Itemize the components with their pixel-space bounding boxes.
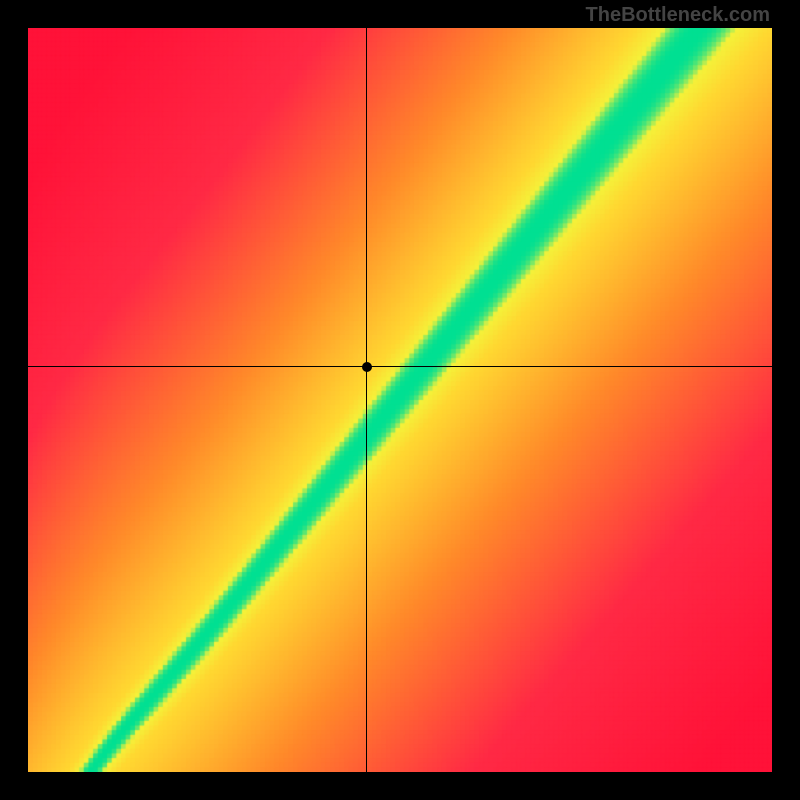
- crosshair-horizontal: [28, 366, 772, 367]
- bottleneck-heatmap: [28, 28, 772, 772]
- watermark-text: TheBottleneck.com: [586, 4, 770, 27]
- selection-marker-dot: [362, 362, 372, 372]
- crosshair-vertical: [366, 28, 367, 772]
